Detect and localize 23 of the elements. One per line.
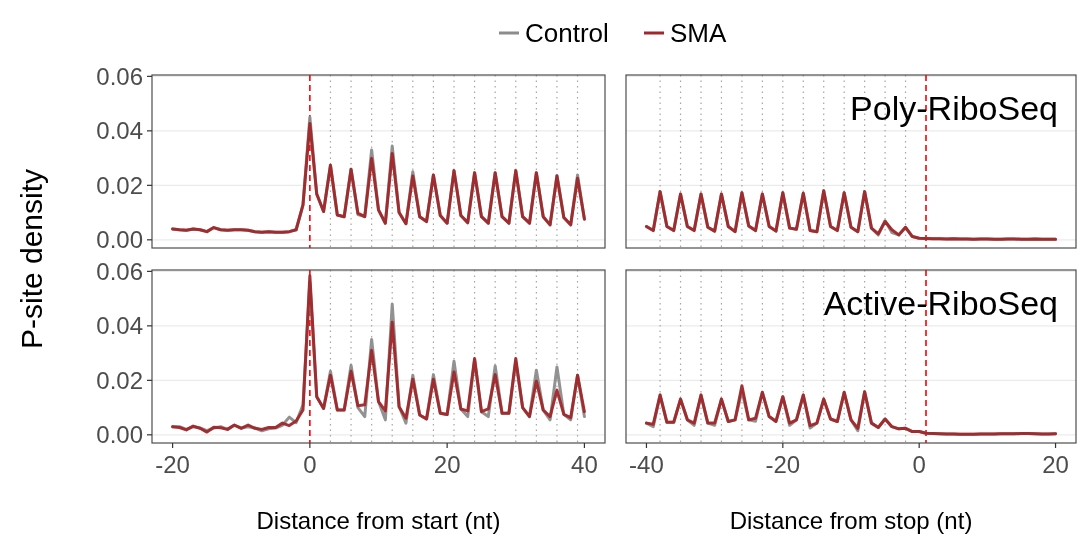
y-tick-label: 0.04 [96,117,143,145]
x-tick-label: -20 [155,451,190,478]
x-tick-label: 40 [571,451,598,478]
y-tick-label: 0.06 [96,257,143,285]
x-tick-label: -20 [765,451,801,478]
y-tick-label: 0.02 [96,366,143,394]
y-tick-label: 0.00 [96,421,143,449]
x-tick-label: 20 [433,451,461,478]
x-tick-label: 0 [303,451,317,478]
y-tick-label: 0.02 [96,171,143,199]
x-axis-title: Distance from stop (nt) [729,507,973,534]
x-tick-label: -40 [629,451,664,478]
legend-label: SMA [670,18,727,49]
annotation: Poly-RiboSeq [850,89,1058,127]
x-tick-label: 20 [1042,451,1069,478]
y-tick-label: 0.04 [96,312,143,340]
y-tick-label: 0.06 [96,62,143,90]
legend-label: Control [525,18,609,49]
annotation: Active-RiboSeq [823,284,1058,322]
x-tick-label: 0 [912,451,926,478]
y-axis-title: P-site density [15,168,48,350]
y-tick-label: 0.00 [96,226,143,254]
x-axis-title: Distance from start (nt) [256,507,501,534]
